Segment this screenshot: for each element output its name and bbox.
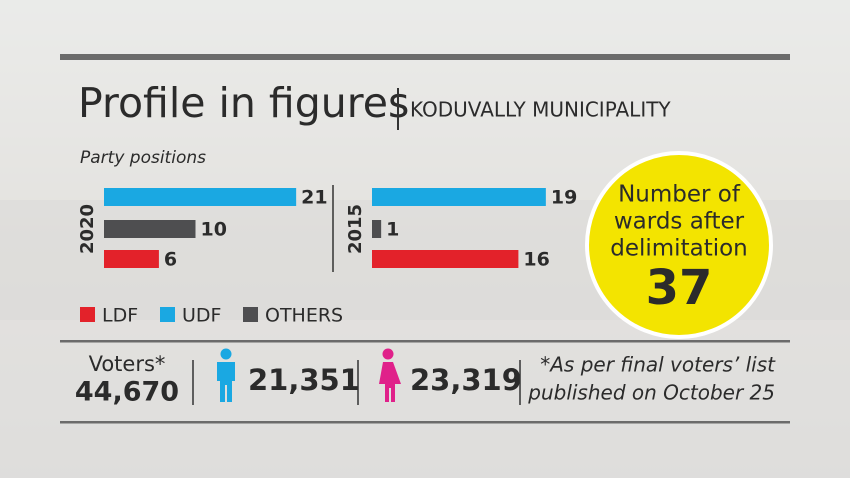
bar xyxy=(104,250,159,268)
legend-label: OTHERS xyxy=(265,305,343,327)
bar xyxy=(104,188,297,206)
wards-label: Number of xyxy=(618,182,741,208)
voters-note: *As per final voters’ list xyxy=(540,353,776,377)
legend: LDF UDF OTHERS xyxy=(80,305,343,327)
bar xyxy=(372,220,382,238)
title: Profile in figures xyxy=(78,79,409,127)
male-voters: 21,351 xyxy=(248,363,360,397)
legend-label: UDF xyxy=(182,305,221,327)
bar xyxy=(372,188,546,206)
male-icon xyxy=(217,348,235,402)
group-label: 2020 xyxy=(77,204,98,254)
chart-subtitle: Party positions xyxy=(80,148,206,168)
value-label: 16 xyxy=(523,249,549,271)
subtitle: KODUVALLY MUNICIPALITY xyxy=(410,98,671,122)
female-voters: 23,319 xyxy=(410,363,522,397)
voters-note: published on October 25 xyxy=(527,381,775,405)
group-label: 2015 xyxy=(345,204,366,254)
voters-label: Voters* xyxy=(89,352,166,376)
value-label: 19 xyxy=(551,187,577,209)
bar-chart: 2020 21 10 6 2015 19 1 16 xyxy=(77,187,577,271)
bar xyxy=(104,220,196,238)
value-label: 21 xyxy=(301,187,327,209)
value-label: 10 xyxy=(201,219,227,241)
legend-swatch xyxy=(80,307,95,322)
wards-label: wards after xyxy=(614,209,745,235)
bar xyxy=(372,250,519,268)
wards-label: delimitation xyxy=(610,236,748,262)
legend-label: LDF xyxy=(102,305,138,327)
wards-badge xyxy=(585,151,773,339)
box-rule xyxy=(60,421,790,424)
legend-swatch xyxy=(243,307,258,322)
female-icon xyxy=(379,348,401,402)
voters-total: 44,670 xyxy=(75,377,179,408)
top-rule xyxy=(60,54,790,60)
legend-swatch xyxy=(160,307,175,322)
value-label: 6 xyxy=(164,249,177,271)
box-rule xyxy=(60,340,790,343)
wards-value: 37 xyxy=(646,260,713,316)
value-label: 1 xyxy=(386,219,399,241)
